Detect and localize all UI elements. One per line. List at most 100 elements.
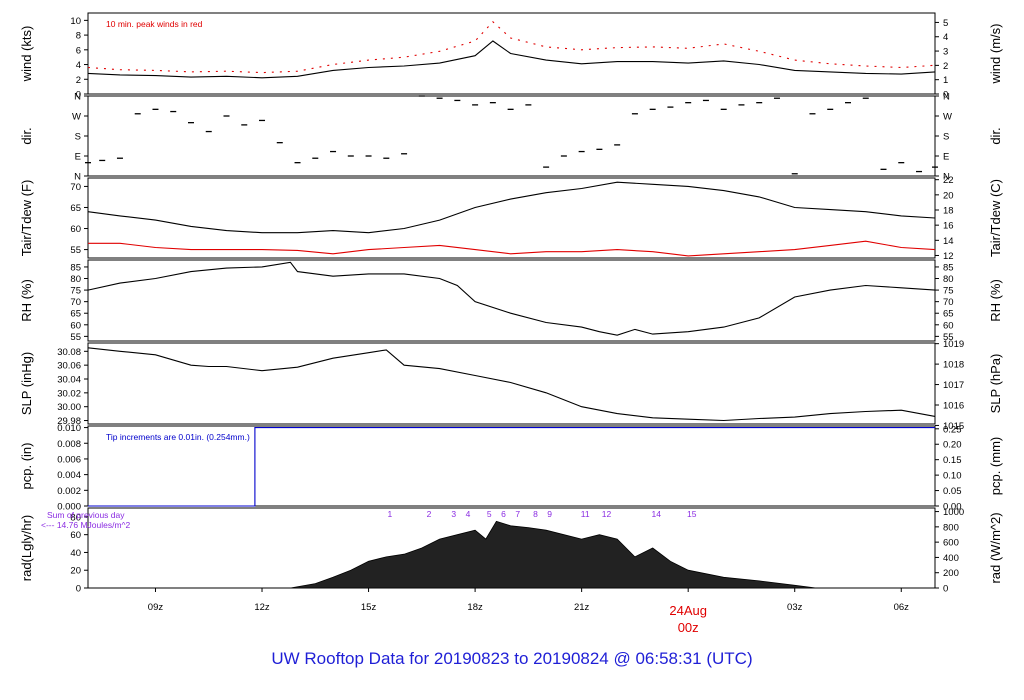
- y-tick-label-right: 70: [943, 297, 954, 308]
- y-tick-label-left: 85: [70, 262, 81, 273]
- y-tick-label-left: 65: [70, 203, 81, 214]
- y-axis-label-right: Tair/Tdew (C): [988, 179, 1003, 257]
- y-axis-label-left: SLP (inHg): [19, 352, 34, 415]
- series-line: [88, 427, 935, 507]
- y-tick-label-right: 400: [943, 553, 959, 564]
- y-tick-label-left: 2: [76, 75, 81, 86]
- y-tick-label-left: 10: [70, 16, 81, 27]
- x-tick-label: 15z: [361, 602, 377, 613]
- y-axis-label-left: wind (kts): [19, 26, 34, 83]
- y-tick-label-left: 55: [70, 245, 81, 256]
- uv-index-label: 9: [547, 509, 552, 519]
- panel-annotation: Tip increments are 0.01in. (0.254mm.): [106, 432, 250, 442]
- x-tick-label: 03z: [787, 602, 803, 613]
- x-tick-label: 12z: [254, 602, 270, 613]
- y-tick-label-left: 6: [76, 45, 81, 56]
- series-line: [87, 261, 936, 336]
- y-tick-label-right: 16: [943, 221, 954, 232]
- y-tick-label-left: 20: [70, 566, 81, 577]
- y-tick-label-left: 0.000: [57, 502, 81, 513]
- y-tick-label-left: 60: [70, 224, 81, 235]
- y-axis-label-right: RH (%): [988, 279, 1003, 322]
- y-tick-label-right: S: [943, 132, 949, 143]
- y-tick-label-right: 1000: [943, 507, 964, 518]
- panel-frame: [87, 425, 936, 507]
- y-tick-label-left: 0: [76, 584, 81, 595]
- y-tick-label-left: 80: [70, 274, 81, 285]
- day-marker-time: 00z: [678, 620, 699, 635]
- y-axis-label-left: Tair/Tdew (F): [19, 180, 34, 257]
- y-tick-label-right: 0.20: [943, 440, 962, 451]
- panel-frame: [87, 342, 936, 425]
- panel-annotation: 10 min. peak winds in red: [106, 19, 203, 29]
- uv-index-label: 1: [387, 509, 392, 519]
- x-tick-label: 18z: [467, 602, 483, 613]
- uv-index-label: 4: [466, 509, 471, 519]
- x-tick-label: 06z: [894, 602, 910, 613]
- y-tick-label-right: 14: [943, 236, 954, 247]
- y-tick-label-left: 70: [70, 297, 81, 308]
- y-tick-label-left: 75: [70, 286, 81, 297]
- series-line: [88, 240, 936, 257]
- uv-index-label: 6: [501, 509, 506, 519]
- uv-index-label: 15: [687, 509, 697, 519]
- y-tick-label-right: 55: [943, 332, 954, 343]
- y-tick-label-right: W: [943, 112, 952, 123]
- uv-index-label: 5: [487, 509, 492, 519]
- y-tick-label-left: 40: [70, 548, 81, 559]
- y-tick-label-right: 1018: [943, 360, 964, 371]
- series-line: [87, 40, 936, 79]
- y-tick-label-right: 12: [943, 251, 954, 262]
- panel-frame: [87, 259, 936, 342]
- y-tick-label-right: 0.25: [943, 424, 962, 435]
- radiation-area: [88, 520, 935, 589]
- y-tick-label-right: 75: [943, 286, 954, 297]
- y-tick-label-right: 2: [943, 61, 948, 72]
- y-tick-label-right: 22: [943, 175, 954, 186]
- y-tick-label-left: 55: [70, 332, 81, 343]
- day-marker-date: 24Aug: [669, 603, 707, 618]
- y-tick-label-right: N: [943, 172, 950, 183]
- uv-index-label: 2: [427, 509, 432, 519]
- y-tick-label-right: 1: [943, 75, 948, 86]
- y-tick-label-left: 30.04: [57, 375, 81, 386]
- y-tick-label-left: 29.98: [57, 416, 81, 427]
- y-tick-label-right: 4: [943, 32, 948, 43]
- y-tick-label-right: E: [943, 152, 949, 163]
- uv-index-label: 14: [651, 509, 661, 519]
- uv-index-label: 7: [515, 509, 520, 519]
- series-line: [87, 347, 936, 422]
- footer-title: UW Rooftop Data for 20190823 to 20190824…: [271, 649, 753, 668]
- y-tick-label-left: 0.002: [57, 486, 81, 497]
- y-tick-label-right: 3: [943, 47, 948, 58]
- y-tick-label-right: 5: [943, 18, 948, 29]
- y-tick-label-left: 30.00: [57, 402, 81, 413]
- panel-frame: [87, 95, 936, 177]
- y-tick-label-right: 1019: [943, 339, 964, 350]
- y-axis-label-left: RH (%): [19, 279, 34, 322]
- uv-index-label: 3: [451, 509, 456, 519]
- y-tick-label-left: 65: [70, 309, 81, 320]
- uv-index-label: 11: [581, 509, 590, 519]
- y-tick-label-right: 0.15: [943, 455, 962, 466]
- uv-index-label: 12: [602, 509, 612, 519]
- y-tick-label-left: S: [75, 132, 81, 143]
- y-tick-label-right: 85: [943, 262, 954, 273]
- y-tick-label-left: N: [74, 92, 81, 103]
- y-tick-label-left: 30.02: [57, 388, 81, 399]
- y-tick-label-left: 0: [76, 90, 81, 101]
- y-tick-label-left: W: [72, 112, 81, 123]
- rad-sum-note: Sum of previous day: [47, 510, 125, 520]
- y-axis-label-right: SLP (hPa): [988, 354, 1003, 414]
- y-tick-label-right: 1016: [943, 400, 964, 411]
- y-tick-label-right: 1015: [943, 421, 964, 432]
- y-axis-label-left: dir.: [19, 127, 34, 144]
- panel-frame: [87, 12, 936, 95]
- y-tick-label-right: 18: [943, 206, 954, 217]
- series-line: [87, 181, 936, 234]
- rad-sum-value: <--- 14.76 MJoules/m^2: [41, 520, 131, 530]
- y-tick-label-left: N: [74, 172, 81, 183]
- y-tick-label-right: 65: [943, 309, 954, 320]
- y-tick-label-right: 0: [943, 584, 948, 595]
